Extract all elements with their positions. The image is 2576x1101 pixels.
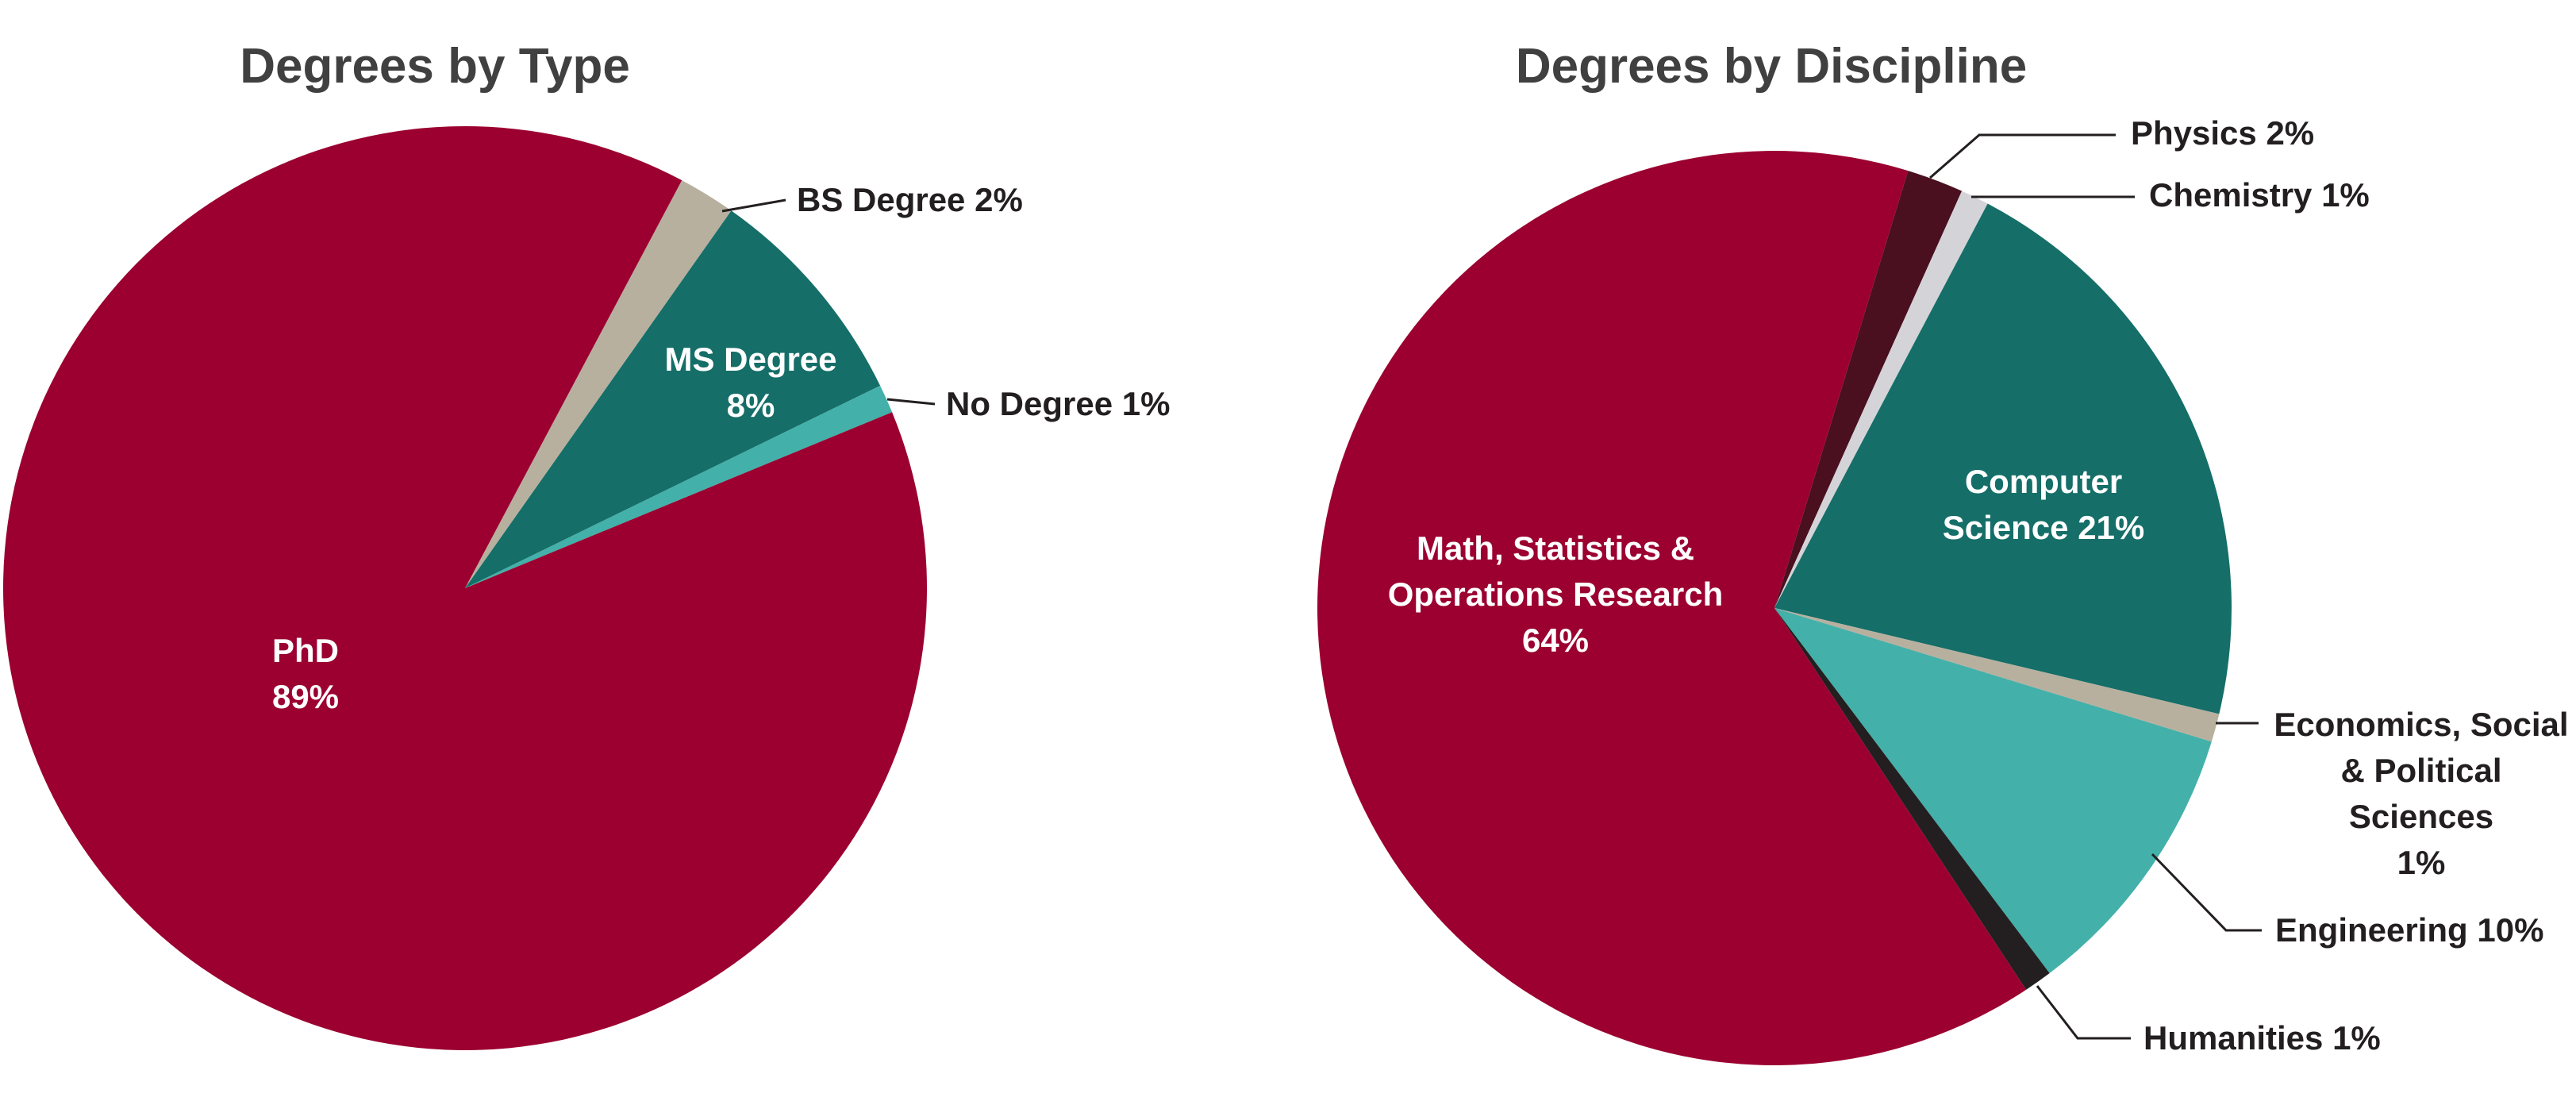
slice-label: Chemistry 1% (2149, 172, 2370, 218)
category-label: Computer Science (1942, 463, 2123, 546)
pie-slice (1774, 608, 2220, 742)
category-label: MS Degree (664, 341, 837, 378)
slice-label: Engineering 10% (2275, 907, 2543, 953)
pie-slice (465, 210, 881, 588)
pie-slice (1774, 191, 1988, 608)
category-label: Math, Statistics & Operations Research (1387, 529, 1724, 613)
leader-line (721, 198, 786, 213)
slice-label: Math, Statistics & Operations Research 64… (1369, 525, 1742, 664)
slice-label: MS Degree 8% (632, 337, 870, 429)
pie-slice (465, 180, 732, 588)
slice-label: Humanities 1% (2143, 1015, 2381, 1061)
category-label: Chemistry (2149, 176, 2313, 214)
slice-label: PhD 89% (226, 628, 385, 720)
category-label: Engineering (2275, 911, 2468, 949)
chart-title: Degrees by Type (240, 39, 630, 94)
category-label: No Degree (946, 385, 1113, 422)
slice-label: Physics 2% (2131, 110, 2314, 156)
value-label: 1% (1121, 385, 1171, 422)
category-label: Physics (2131, 114, 2257, 152)
pie-slice (1774, 203, 2232, 714)
pie-slice (1774, 608, 2050, 990)
category-label: Economics, Social & Political Sciences (2274, 706, 2569, 835)
category-label: BS Degree (797, 181, 966, 218)
chart-title: Degrees by Discipline (1515, 39, 2028, 94)
value-label: 8% (726, 387, 775, 424)
category-label: Humanities (2143, 1019, 2324, 1057)
pie-slice (2, 126, 928, 1051)
pie-slice (1774, 171, 1963, 608)
value-label: 2% (2266, 114, 2315, 152)
value-label: 89% (271, 678, 340, 715)
leader-line (886, 398, 936, 406)
slice-label: BS Degree 2% (797, 177, 1023, 223)
category-label: PhD (272, 632, 339, 669)
slice-label: No Degree 1% (946, 381, 1170, 427)
value-label: 1% (2332, 1019, 2381, 1057)
slice-label: Computer Science 21% (1928, 459, 2159, 551)
value-label: 10% (2477, 911, 2544, 949)
value-label: 2% (975, 181, 1023, 218)
pie-slice (1317, 150, 2027, 1065)
value-label: 21% (2078, 509, 2145, 546)
value-label: 64% (1521, 622, 1590, 659)
slice-label: Economics, Social & Political Sciences 1% (2266, 702, 2576, 886)
pie-slice (465, 385, 893, 588)
leader-line (2151, 853, 2262, 932)
leader-line (1929, 133, 2116, 179)
leader-line (2036, 985, 2131, 1040)
value-label: 1% (2397, 844, 2446, 881)
value-label: 1% (2321, 176, 2370, 214)
pie-slice (1774, 608, 2212, 974)
